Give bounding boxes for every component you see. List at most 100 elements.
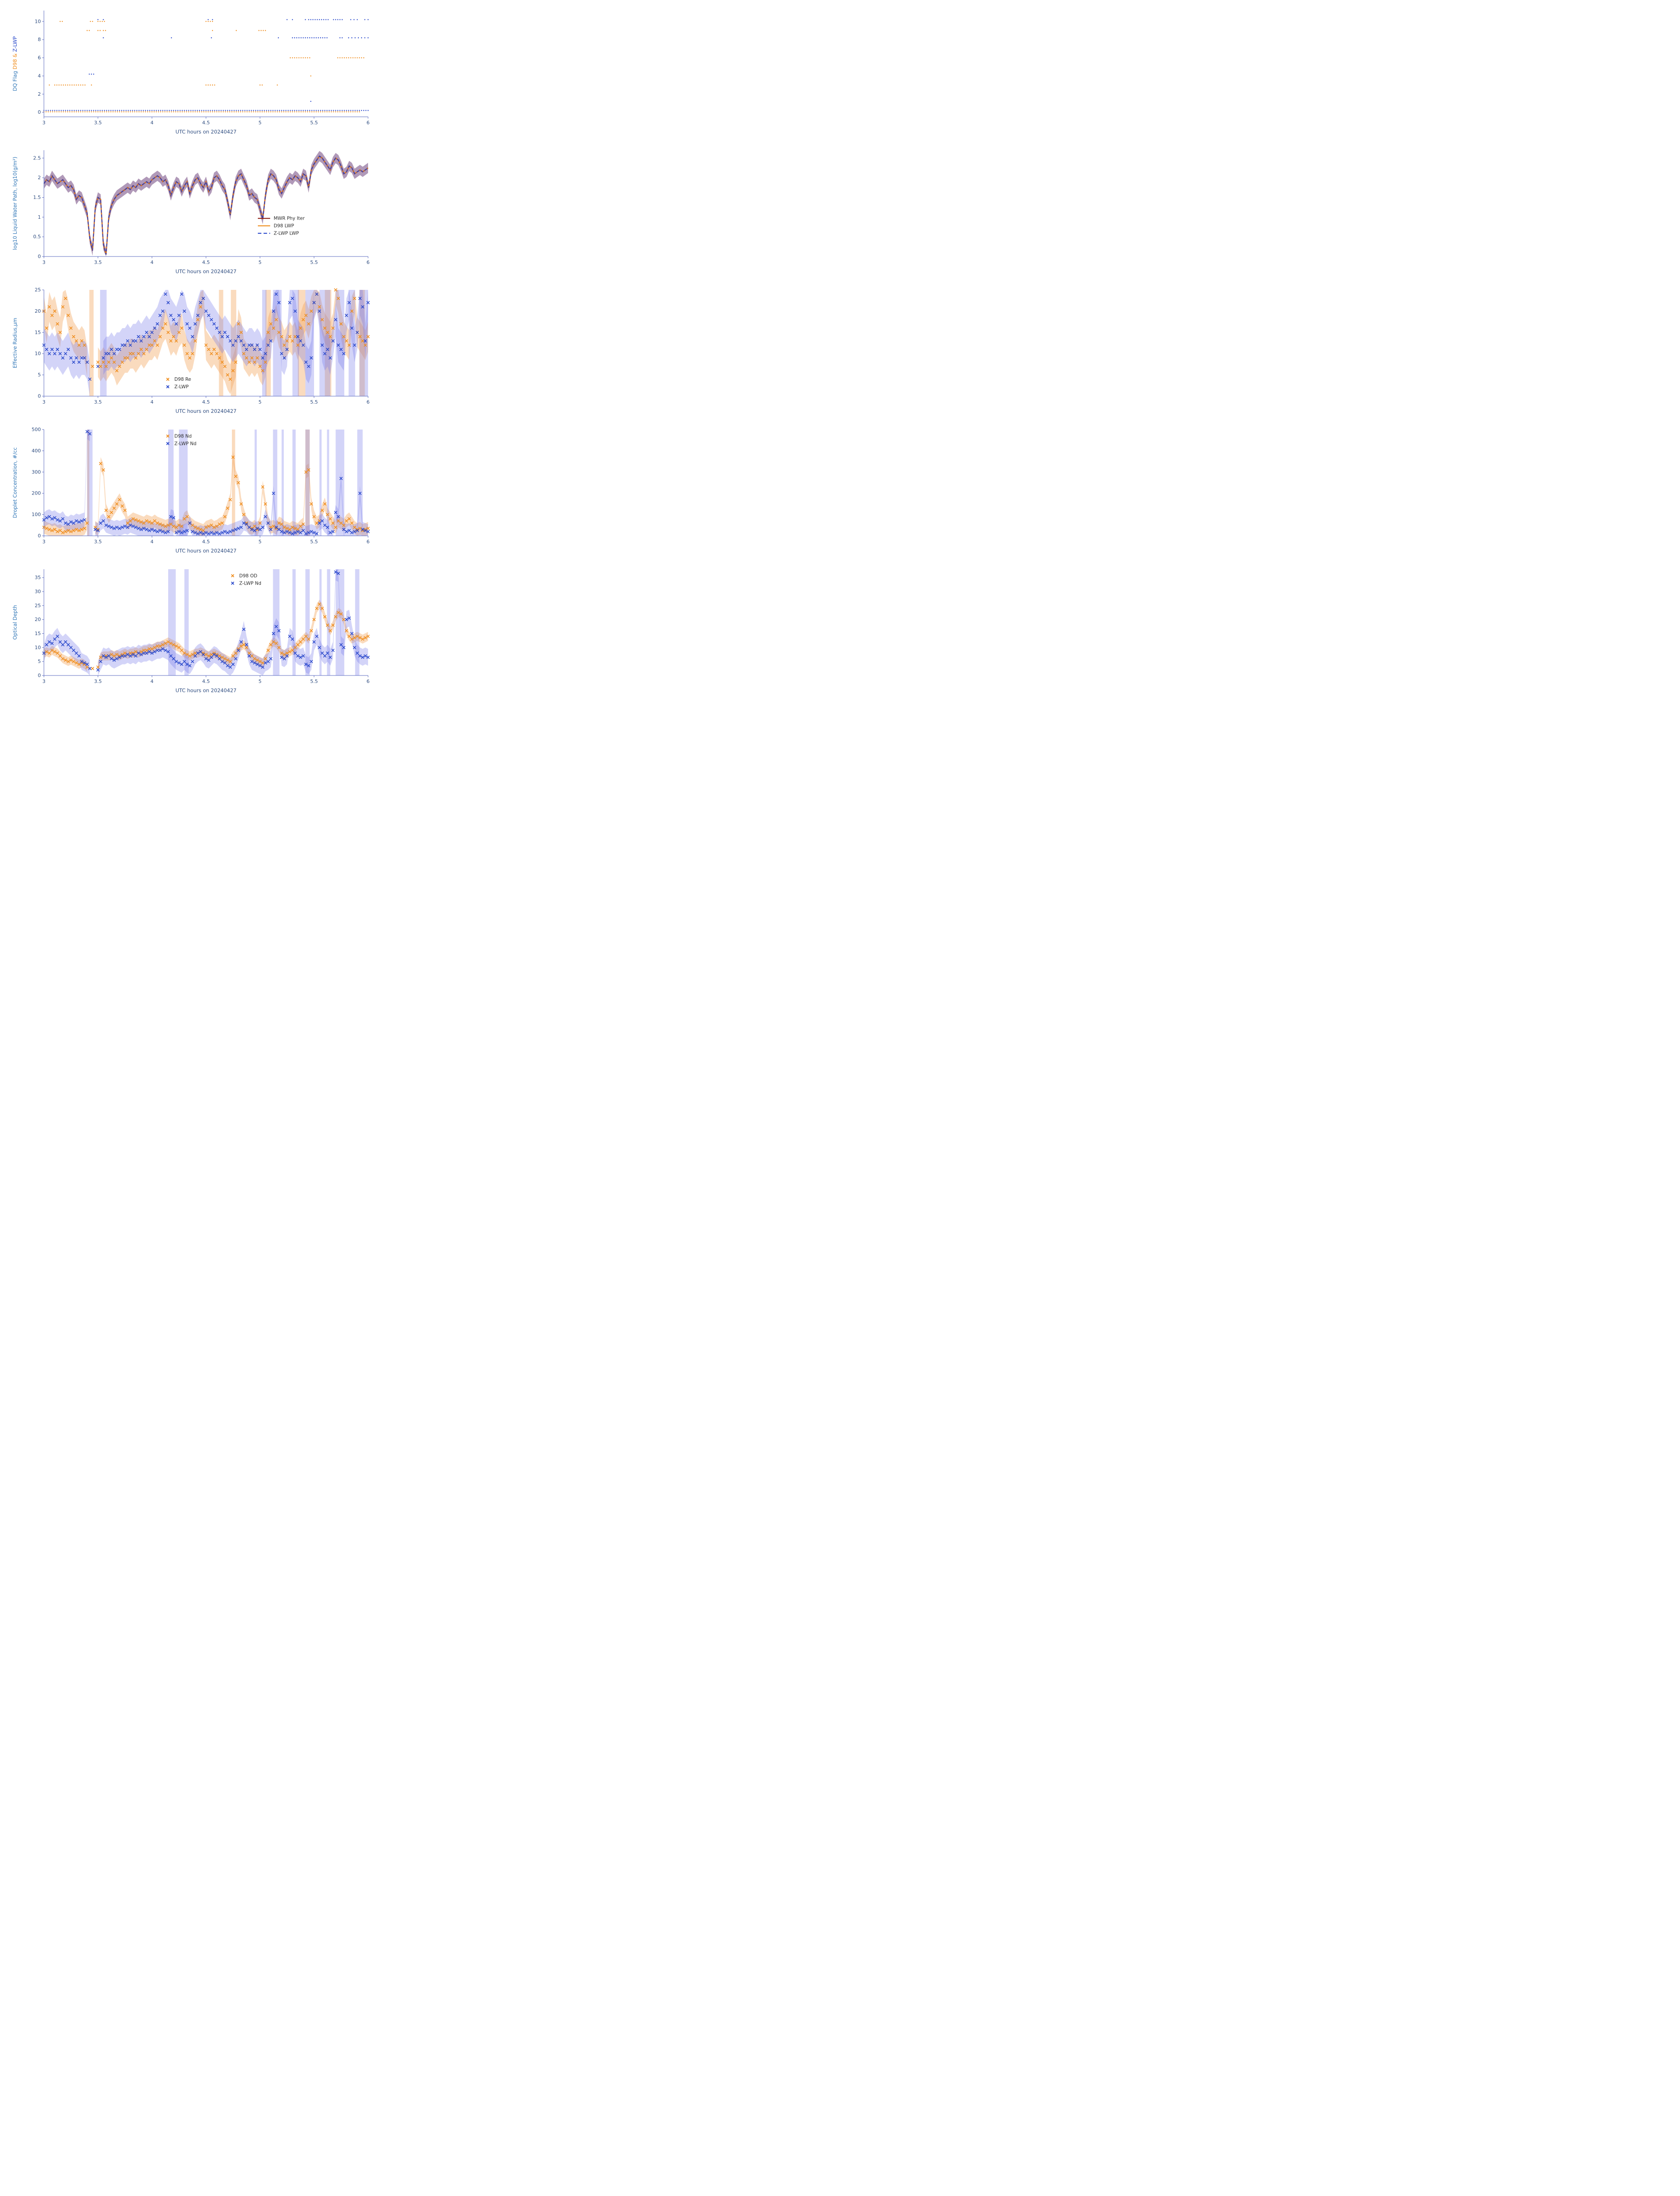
lwp-chart: 3 3.5 4 4.5 5 5.5 6 0 0.5 1 1.5 2 2.5 UTC hours on 20… (12, 150, 370, 274)
y-tick-label: 30 (35, 589, 41, 594)
y-tick-label: 10 (35, 645, 41, 650)
legend-label: Z-LWP LWP (274, 231, 299, 236)
y-axis-label: Optical Depth (12, 605, 18, 639)
legend-label: Z-LWP Nd (174, 441, 196, 446)
y-tick-label: 8 (38, 37, 41, 43)
y-tick-label: 25 (35, 287, 41, 293)
x-tick-label: 3.5 (94, 399, 102, 405)
x-tick-label: 5 (259, 679, 262, 684)
line-zlwp_line (43, 155, 369, 255)
x-tick-label: 5.5 (310, 260, 318, 265)
y-axis-label: log10 Liquid Water Path, log10(g/m²) (12, 157, 18, 250)
figure-multipanel-retrieval: 3 3.5 4 4.5 5 5.5 6 0 2 4 6 8 10 UTC hours on 2024042… (0, 0, 448, 702)
y-tick-label: 10 (35, 18, 41, 24)
series (43, 155, 369, 255)
y-tick-label: 1.5 (33, 195, 41, 200)
x-tick-label: 6 (367, 399, 370, 405)
axes: 3 3.5 4 4.5 5 5.5 6 0 2 4 6 8 10 UTC hours on 2024042… (12, 11, 370, 135)
x-tick-label: 3 (43, 120, 46, 126)
y-axis-label: Droplet Concentration, #/cc (12, 448, 18, 518)
x-tick-label: 3.5 (94, 539, 102, 545)
legend: D98 Nd Z-LWP Nd (166, 433, 196, 446)
x-tick-label: 5 (259, 399, 262, 405)
x-tick-label: 3.5 (94, 120, 102, 126)
x-tick-label: 6 (367, 260, 370, 265)
y-tick-label: 2.5 (33, 155, 41, 161)
effective-radius-chart: 3 3.5 4 4.5 5 5.5 6 0 5 10 15 20 25 UTC hours on 2024… (12, 287, 370, 414)
droplet-concentration-chart: 3 3.5 4 4.5 5 5.5 6 0 100 200 300 400 500 UTC hours o… (12, 427, 370, 554)
y-tick-label: 0 (38, 533, 41, 539)
x-tick-label: 4 (151, 260, 154, 265)
x-tick-label: 5.5 (310, 399, 318, 405)
axes: 3 3.5 4 4.5 5 5.5 6 0 5 10 15 20 25 30 35 UTC hours on … (12, 569, 370, 693)
x-tick-label: 4 (151, 679, 154, 684)
y-tick-label: 400 (32, 448, 41, 454)
x-tick-label: 6 (367, 679, 370, 684)
y-tick-label: 2 (38, 175, 41, 181)
x-tick-label: 5.5 (310, 539, 318, 545)
y-tick-label: 0 (38, 673, 41, 679)
legend-label: D98 OD (239, 573, 257, 578)
series (43, 19, 369, 112)
x-tick-label: 3.5 (94, 260, 102, 265)
y-tick-label: 1 (38, 214, 41, 220)
x-tick-label: 3 (43, 679, 46, 684)
panel-effective-radius: 3 3.5 4 4.5 5 5.5 6 0 5 10 15 20 25 UTC hours on 2024… (0, 283, 448, 423)
x-axis-label: UTC hours on 20240427 (176, 408, 237, 414)
x-tick-label: 6 (367, 539, 370, 545)
bands (44, 151, 368, 256)
y-tick-label: 0.5 (33, 234, 41, 240)
x-tick-label: 3 (43, 539, 46, 545)
optical-depth-chart: 3 3.5 4 4.5 5 5.5 6 0 5 10 15 20 25 30 35 UTC hours on … (12, 569, 370, 693)
x-tick-label: 5.5 (310, 120, 318, 126)
line-d98_line (43, 155, 369, 255)
x-tick-label: 4 (151, 539, 154, 545)
y-tick-label: 20 (35, 308, 41, 314)
series (42, 430, 370, 535)
x-tick-label: 4.5 (202, 399, 210, 405)
panel-lwp: 3 3.5 4 4.5 5 5.5 6 0 0.5 1 1.5 2 2.5 UTC hours on 20… (0, 143, 448, 283)
legend: D98 OD Z-LWP Nd (231, 573, 261, 586)
y-tick-label: 0 (38, 109, 41, 115)
x-axis-label: UTC hours on 20240427 (176, 687, 237, 693)
bands (44, 569, 368, 675)
y-tick-label: 200 (32, 491, 41, 496)
legend: D98 Re Z-LWP (166, 377, 191, 390)
x-tick-label: 3 (43, 260, 46, 265)
bands (44, 290, 369, 396)
x-tick-label: 6 (367, 120, 370, 126)
x-tick-label: 4.5 (202, 260, 210, 265)
axes: 3 3.5 4 4.5 5 5.5 6 0 100 200 300 400 500 UTC hours o… (12, 427, 370, 554)
x-tick-label: 5 (259, 539, 262, 545)
x-tick-label: 3.5 (94, 679, 102, 684)
x-axis-label: UTC hours on 20240427 (176, 268, 237, 274)
x-tick-label: 4.5 (202, 539, 210, 545)
legend-label: D98 LWP (274, 224, 294, 229)
dq-flag-chart: 3 3.5 4 4.5 5 5.5 6 0 2 4 6 8 10 UTC hours on 2024042… (12, 11, 370, 135)
legend-label: D98 Nd (174, 433, 191, 439)
axes: 3 3.5 4 4.5 5 5.5 6 0 0.5 1 1.5 2 2.5 UTC hours on 20… (12, 150, 370, 274)
y-axis-label: DQ Flag D98 & Z-LWP (12, 36, 18, 91)
y-tick-label: 100 (32, 512, 41, 517)
x-tick-label: 4.5 (202, 120, 210, 126)
y-tick-label: 2 (38, 91, 41, 97)
x-tick-label: 5.5 (310, 679, 318, 684)
legend-label: MWR Phy Iter (274, 216, 305, 221)
y-tick-label: 4 (38, 73, 41, 79)
y-tick-label: 5 (38, 372, 41, 378)
x-tick-label: 4 (151, 399, 154, 405)
x-tick-label: 3 (43, 399, 46, 405)
legend-label: Z-LWP (174, 384, 188, 390)
y-tick-label: 0 (38, 254, 41, 260)
bands (44, 430, 368, 536)
y-tick-label: 25 (35, 603, 41, 608)
y-tick-label: 6 (38, 55, 41, 61)
y-tick-label: 35 (35, 575, 41, 581)
panel-optical-depth: 3 3.5 4 4.5 5 5.5 6 0 5 10 15 20 25 30 35 UTC hours on … (0, 562, 448, 702)
panel-droplet-concentration: 3 3.5 4 4.5 5 5.5 6 0 100 200 300 400 500 UTC hours o… (0, 423, 448, 562)
y-tick-label: 15 (35, 631, 41, 636)
x-tick-label: 5 (259, 120, 262, 126)
y-tick-label: 5 (38, 659, 41, 665)
x-axis-label: UTC hours on 20240427 (176, 548, 237, 554)
line-mwr_line (43, 155, 369, 255)
